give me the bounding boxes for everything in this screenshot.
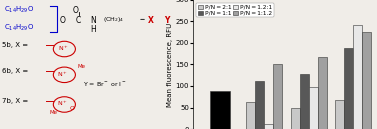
Text: $\mathregular{N^+}$: $\mathregular{N^+}$ xyxy=(57,99,68,108)
Y-axis label: Mean fluorescence, RFU: Mean fluorescence, RFU xyxy=(167,22,173,107)
Bar xyxy=(344,48,353,129)
Bar xyxy=(362,32,371,129)
Bar xyxy=(247,102,255,129)
Text: $\mathregular{(CH_2)_4}$: $\mathregular{(CH_2)_4}$ xyxy=(103,15,124,24)
Bar xyxy=(273,64,282,129)
Bar xyxy=(309,87,318,129)
Bar xyxy=(318,57,326,129)
Text: $\mathregular{C_{14}H_{29}O}$: $\mathregular{C_{14}H_{29}O}$ xyxy=(4,5,34,15)
Text: $\mathregular{O}$: $\mathregular{O}$ xyxy=(59,14,66,25)
Bar xyxy=(255,81,264,129)
Text: Y = Br$^-$ or I$^-$: Y = Br$^-$ or I$^-$ xyxy=(83,80,127,88)
Legend: P/N = 2:1, P/N = 1:1, P/N = 1.2:1, P/N = 1:1.2: P/N = 2:1, P/N = 1:1, P/N = 1.2:1, P/N =… xyxy=(196,3,274,17)
Text: $\mathregular{N^+}$: $\mathregular{N^+}$ xyxy=(57,70,68,79)
Text: Me: Me xyxy=(50,110,58,115)
Bar xyxy=(291,107,300,129)
Text: 7b, X =: 7b, X = xyxy=(2,98,28,104)
Text: $\mathbf{X}$: $\mathbf{X}$ xyxy=(147,14,155,25)
Text: $\mathregular{N^+}$: $\mathregular{N^+}$ xyxy=(58,44,69,53)
Bar xyxy=(353,25,362,129)
Bar xyxy=(264,124,273,129)
Text: $\mathbf{Y}$: $\mathbf{Y}$ xyxy=(164,14,171,25)
Text: 6b, X =: 6b, X = xyxy=(2,68,28,74)
Bar xyxy=(210,91,230,129)
Text: O: O xyxy=(69,106,74,111)
Text: $\mathregular{C_{14}H_{29}O}$: $\mathregular{C_{14}H_{29}O}$ xyxy=(4,23,34,34)
Text: $\mathregular{C}$: $\mathregular{C}$ xyxy=(75,14,82,25)
Text: 5b, X =: 5b, X = xyxy=(2,42,28,48)
Text: $\mathregular{H}$: $\mathregular{H}$ xyxy=(90,23,97,34)
Text: $\mathregular{O}$: $\mathregular{O}$ xyxy=(72,3,79,15)
Text: $\mathregular{N}$: $\mathregular{N}$ xyxy=(90,14,97,25)
Bar xyxy=(336,100,344,129)
Text: Me: Me xyxy=(77,64,85,69)
Bar xyxy=(300,74,309,129)
